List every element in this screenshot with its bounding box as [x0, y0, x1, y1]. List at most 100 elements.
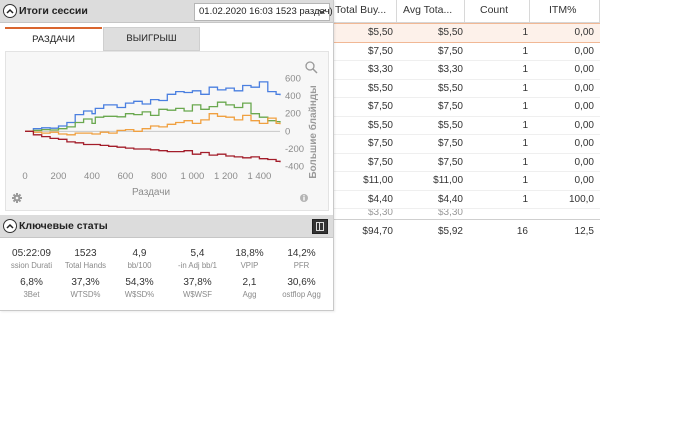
total-buyin-sum: $94,70 [362, 226, 393, 237]
y-tick-label: -400 [285, 162, 304, 173]
series-line-0 [25, 81, 281, 132]
stat-label: ostflop Agg [282, 290, 321, 299]
col-header-avg-total[interactable]: Avg Tota... [403, 4, 453, 16]
table-cell: $7,50 [367, 156, 393, 168]
table-row[interactable]: $5,50 $5,50 1 0,00 [333, 23, 600, 43]
stat-value: 5,4 [190, 248, 205, 259]
table-cell: 0,00 [574, 138, 594, 149]
x-tick-label: 600 [118, 171, 134, 182]
stat-label: VPIP [240, 261, 259, 270]
y-tick-label: 0 [285, 126, 290, 137]
table-cell: 0,00 [574, 175, 594, 186]
table-row[interactable]: $7,50 $7,50 1 0,00 [333, 153, 600, 172]
gear-icon[interactable] [12, 193, 22, 203]
x-tick-label: 1 200 [214, 171, 238, 182]
table-row[interactable]: $7,50 $7,50 1 0,00 [333, 42, 600, 61]
table-cell: 1 [522, 27, 528, 38]
count-sum: 16 [516, 226, 528, 237]
stat-label: W$SD% [124, 290, 155, 299]
stat-item: 30,6% ostflop Agg [274, 277, 329, 299]
stat-value: 37,8% [183, 277, 212, 288]
series-line-1 [25, 101, 281, 132]
stat-label: PFR [293, 261, 310, 270]
table-cell: 1 [522, 156, 528, 168]
stat-label: bb/100 [127, 261, 152, 270]
col-header-count[interactable]: Count [480, 4, 509, 16]
chevron-up-circle-icon[interactable] [3, 219, 17, 233]
y-tick-label: 400 [285, 91, 301, 102]
stat-label: 3Bet [23, 290, 40, 299]
x-tick-label: 400 [84, 171, 100, 182]
table-row[interactable]: $11,00 $11,00 1 0,00 [333, 172, 600, 191]
table-cell: $5,50 [367, 119, 393, 131]
table-row[interactable]: $4,40 $4,40 1 100,0 [333, 190, 600, 209]
y-tick-label: 600 [285, 73, 301, 84]
table-row[interactable]: $7,50 $7,50 1 0,00 [333, 135, 600, 154]
chevron-down-icon [318, 9, 326, 14]
table-cell: $3,30 [437, 64, 463, 75]
table-cell: 1 [522, 101, 528, 112]
series-line-2 [25, 113, 281, 136]
table-row[interactable]: $3,30 $3,30 1 0,00 [333, 61, 600, 80]
stat-label: ssion Durati [10, 261, 53, 270]
stat-item: 2,1 Agg [222, 277, 277, 299]
table-cell: 0,00 [574, 64, 594, 75]
info-icon[interactable] [300, 194, 308, 202]
table-row[interactable]: $7,50 $7,50 1 0,00 [333, 98, 600, 117]
stat-value: 18,8% [235, 248, 264, 259]
stat-value: 30,6% [287, 277, 316, 288]
stat-value: 1523 [74, 248, 97, 259]
table-row[interactable]: $3,30 $3,30 [333, 209, 600, 219]
table-cell: $7,50 [367, 138, 393, 149]
table-cell: 1 [522, 45, 528, 57]
stat-item: 37,8% W$WSF [170, 277, 225, 299]
col-header-total-buyin[interactable]: Total Buy... [335, 4, 387, 16]
magnify-icon[interactable] [305, 61, 318, 74]
table-cell: 0,00 [574, 101, 594, 112]
chart-svg: 0 200 400 600 800 1 000 1 200 1 400 600 400 200 0 -… [12, 61, 319, 203]
stat-label: W$WSF [182, 290, 213, 299]
stat-item: 54,3% W$SD% [112, 277, 167, 299]
x-axis-label: Раздачи [132, 187, 170, 198]
col-header-itm[interactable]: ITM% [549, 4, 577, 16]
stat-item: 6,8% 3Bet [4, 277, 59, 299]
table-cell: 0,00 [574, 45, 594, 57]
stat-label: Agg [242, 290, 257, 299]
stat-item: 05:22:09 ssion Durati [4, 248, 59, 270]
stat-item: 5,4 -in Adj bb/1 [170, 248, 225, 270]
table-cell: $5,50 [437, 119, 463, 131]
table-cell: 100,0 [568, 193, 594, 205]
session-select-value: 01.02.2020 16:03 1523 раздач) [199, 6, 333, 17]
table-cell: 0,00 [574, 156, 594, 168]
table-cell: 1 [522, 175, 528, 186]
table-cell: 1 [522, 138, 528, 149]
table-cell: 1 [522, 64, 528, 75]
table-cell: $5,50 [367, 27, 393, 38]
stat-label: -in Adj bb/1 [177, 261, 217, 270]
tournament-table: Total Buy... Avg Tota... Count ITM% $5,5… [333, 0, 600, 242]
tab-hands[interactable]: РАЗДАЧИ [5, 27, 102, 51]
table-cell: 0,00 [574, 82, 594, 94]
table-cell: $5,50 [437, 82, 463, 94]
tab-winnings[interactable]: ВЫИГРЫШ [103, 27, 200, 51]
chevron-up-circle-icon[interactable] [3, 4, 17, 18]
table-row[interactable]: $5,50 $5,50 1 0,00 [333, 79, 600, 98]
table-cell: $7,50 [437, 156, 463, 168]
table-cell: $5,50 [437, 27, 463, 38]
stat-label: WTSD% [70, 290, 101, 299]
table-cell: $3,30 [367, 64, 393, 75]
stat-label: Total Hands [64, 261, 107, 270]
table-cell: $7,50 [367, 101, 393, 112]
table-cell: 1 [522, 82, 528, 94]
table-row[interactable]: $5,50 $5,50 1 0,00 [333, 116, 600, 135]
table-cell: 0,00 [574, 119, 594, 131]
table-cell: $5,50 [367, 82, 393, 94]
winnings-chart: 0 200 400 600 800 1 000 1 200 1 400 600 400 200 0 -… [5, 51, 329, 211]
session-summary-header: Итоги сессии 01.02.2020 16:03 1523 разда… [0, 0, 333, 23]
panel-layout-icon[interactable] [312, 219, 328, 234]
itm-sum: 12,5 [574, 226, 594, 237]
x-tick-label: 0 [22, 171, 27, 182]
stat-item: 1523 Total Hands [58, 248, 113, 270]
session-select[interactable]: 01.02.2020 16:03 1523 раздач) [194, 3, 333, 21]
stat-value: 2,1 [242, 277, 257, 288]
